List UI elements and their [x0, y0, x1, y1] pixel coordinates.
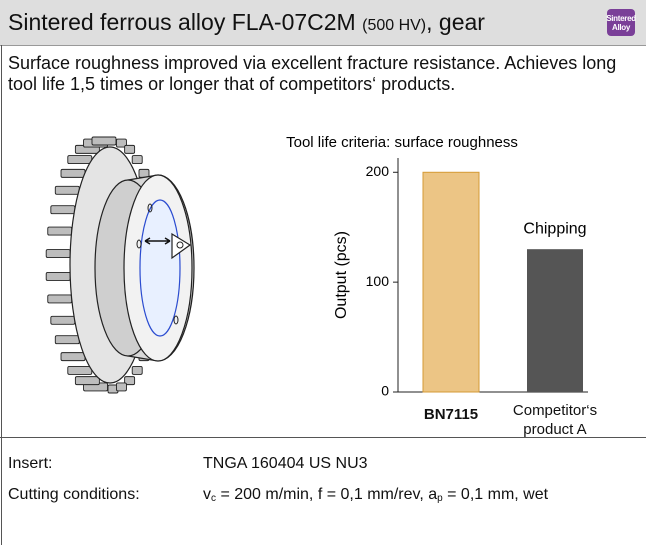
value-text: = 200 m/min, f = 0,1 mm/rev, a: [216, 486, 437, 503]
detail-value: TNGA 160404 US NU3: [203, 453, 623, 475]
page: Sintered ferrous alloy FLA-07C2M (500 HV…: [0, 0, 646, 545]
bar: [527, 249, 583, 392]
x-tick-label: Competitor‘s product A: [500, 401, 610, 439]
chart-title: Tool life criteria: surface roughness: [286, 134, 518, 151]
y-tick-label: 100: [366, 273, 390, 289]
value-text: = 0,1 mm, wet: [443, 486, 548, 503]
x-tick-label: BN7115: [391, 405, 511, 424]
detail-value: vc = 200 m/min, f = 0,1 mm/rev, ap = 0,1…: [203, 484, 623, 510]
value-text: TNGA 160404 US NU3: [203, 455, 368, 472]
detail-label: Cutting conditions:: [8, 486, 140, 504]
bar: [423, 172, 479, 392]
detail-label: Insert:: [8, 455, 52, 473]
value-text: v: [203, 486, 211, 503]
chart: Tool life criteria: surface roughness Ou…: [0, 0, 646, 440]
y-axis-label: Output (pcs): [333, 231, 350, 319]
annotation: Chipping: [523, 220, 586, 237]
y-tick-label: 0: [381, 383, 389, 399]
y-tick-label: 200: [366, 163, 390, 179]
